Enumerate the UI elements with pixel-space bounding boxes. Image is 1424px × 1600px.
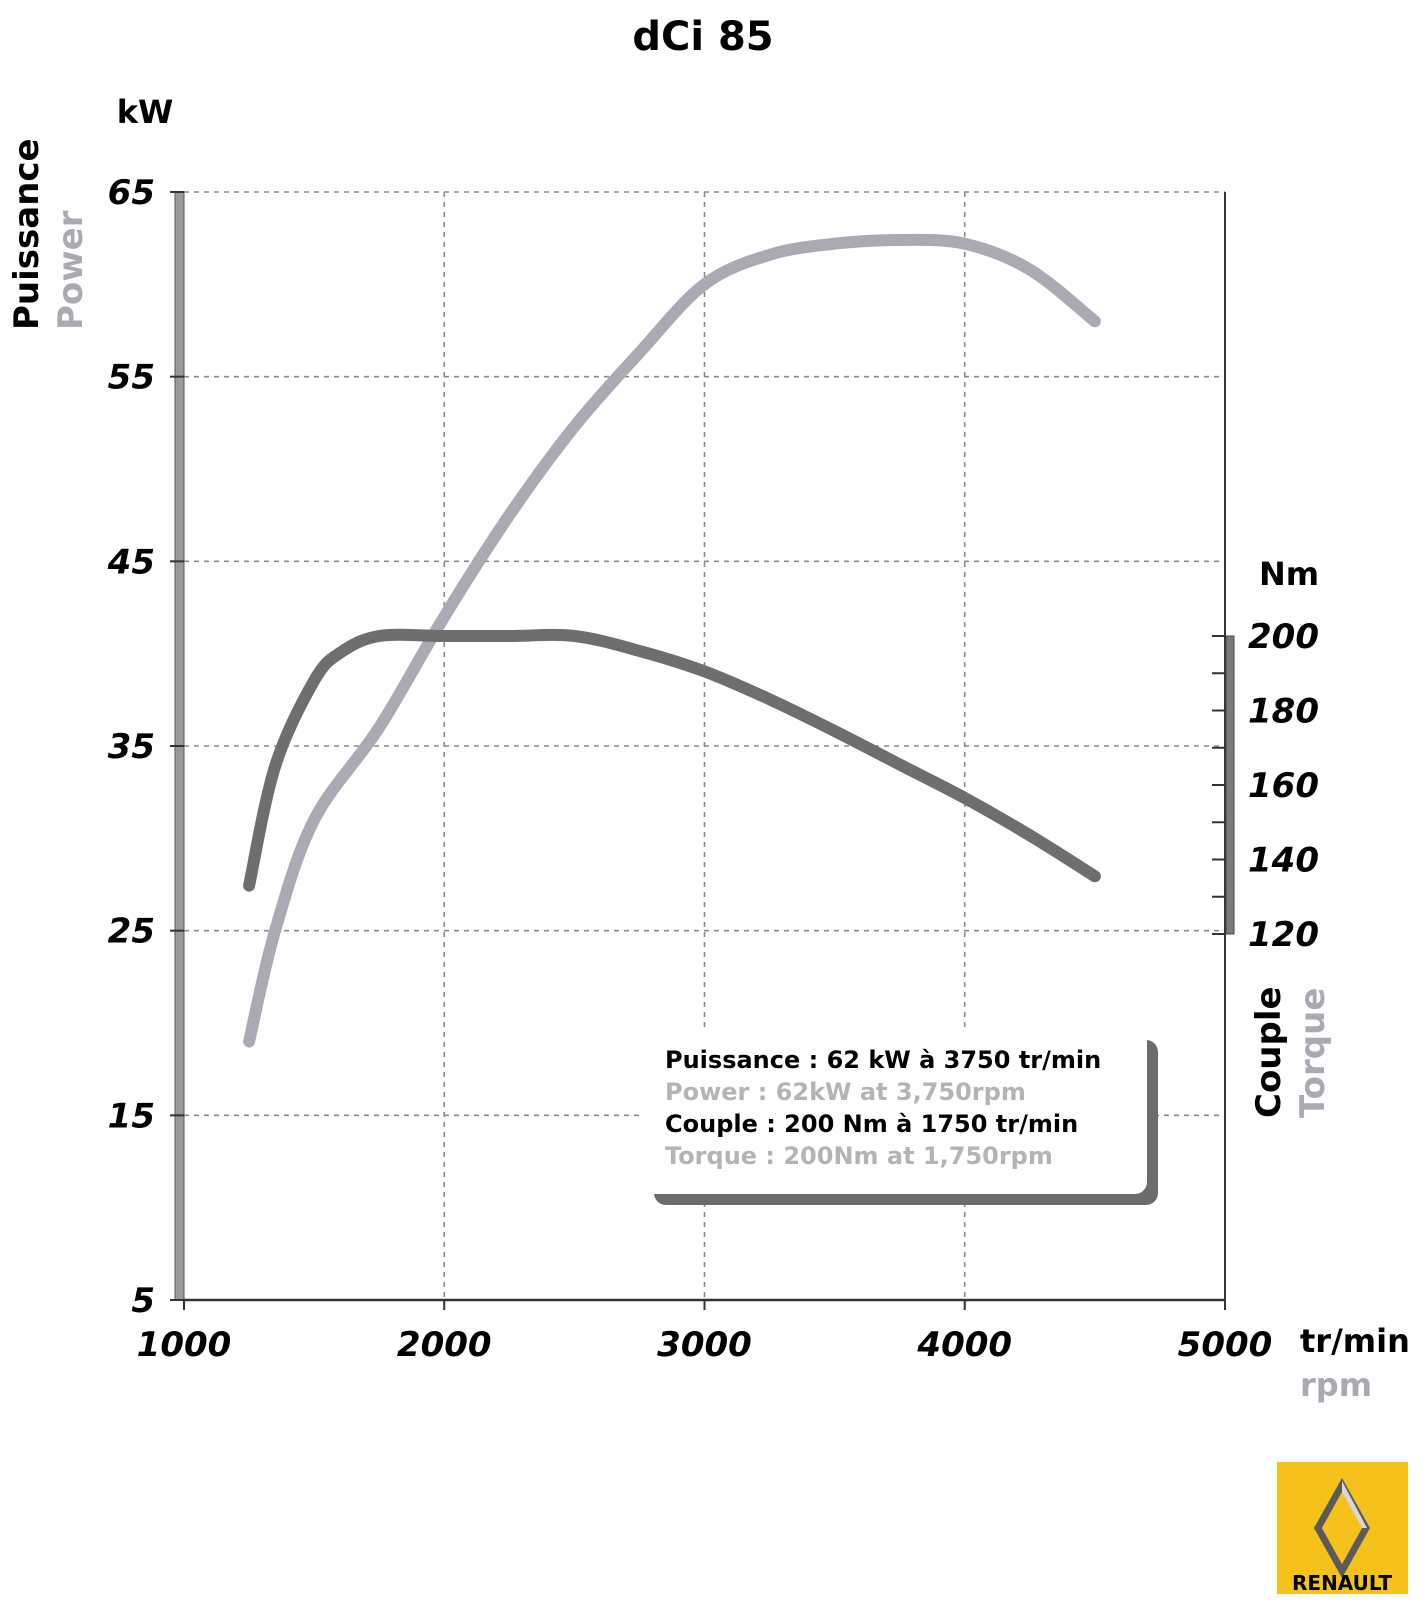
left-tick-label: 65 [108,173,155,213]
left-tick-label: 15 [108,1096,155,1136]
chart-title: dCi 85 [632,14,773,60]
right-axis-label-fr: Couple [1249,986,1289,1118]
x-axis-unit-en: rpm [1300,1366,1372,1404]
left-tick-label: 25 [108,912,155,952]
x-tick-label: 3000 [657,1325,752,1365]
right-axis-bar [1225,635,1235,935]
left-tick-label: 35 [108,727,155,767]
right-tick-label: 120 [1248,915,1319,955]
renault-diamond-highlight [1342,1481,1367,1528]
left-axis-label-en: Power [51,210,91,330]
x-tick-label: 4000 [916,1325,1012,1365]
renault-diamond-icon [1314,1478,1370,1578]
series-power-line [243,233,1101,1048]
left-axis-unit: kW [117,93,174,131]
left-tick-label: 55 [108,358,155,398]
info-box: Puissance : 62 kW à 3750 tr/min Power : … [642,1030,1158,1205]
info-line-power-fr: Puissance : 62 kW à 3750 tr/min [665,1046,1101,1074]
left-axis-label-fr: Puissance [7,138,47,330]
right-tick-label: 140 [1248,841,1319,881]
left-axis-ticks: 65 55 45 35 25 15 5 [107,173,184,1321]
x-axis-ticks: 1000 2000 3000 4000 5000 [137,1300,1273,1365]
right-axis-label-en: Torque [1293,988,1333,1118]
right-axis-ticks: 200 180 160 140 120 [1248,617,1319,955]
info-line-torque-fr: Couple : 200 Nm à 1750 tr/min [665,1110,1078,1138]
left-tick-label: 5 [131,1281,155,1321]
info-line-torque-en: Torque : 200Nm at 1,750rpm [665,1142,1053,1170]
renault-logo: RENAULT [1277,1462,1408,1595]
series-torque-line [243,628,1101,892]
right-tick-label: 200 [1248,617,1319,657]
right-tick-label: 160 [1248,766,1319,806]
info-box-panel [642,1030,1147,1194]
right-tick-label: 180 [1248,692,1319,732]
info-line-power-en: Power : 62kW at 3,750rpm [665,1078,1026,1106]
right-axis-unit: Nm [1259,555,1319,593]
right-axis-minor-ticks [1212,635,1226,935]
series-group [243,233,1101,1048]
x-tick-label: 2000 [397,1325,492,1365]
left-tick-label: 45 [107,542,155,582]
logo-text: RENAULT [1292,1571,1392,1595]
x-axis-unit: tr/min [1300,1322,1410,1360]
x-tick-label: 1000 [137,1325,232,1365]
x-tick-label: 5000 [1178,1325,1273,1365]
